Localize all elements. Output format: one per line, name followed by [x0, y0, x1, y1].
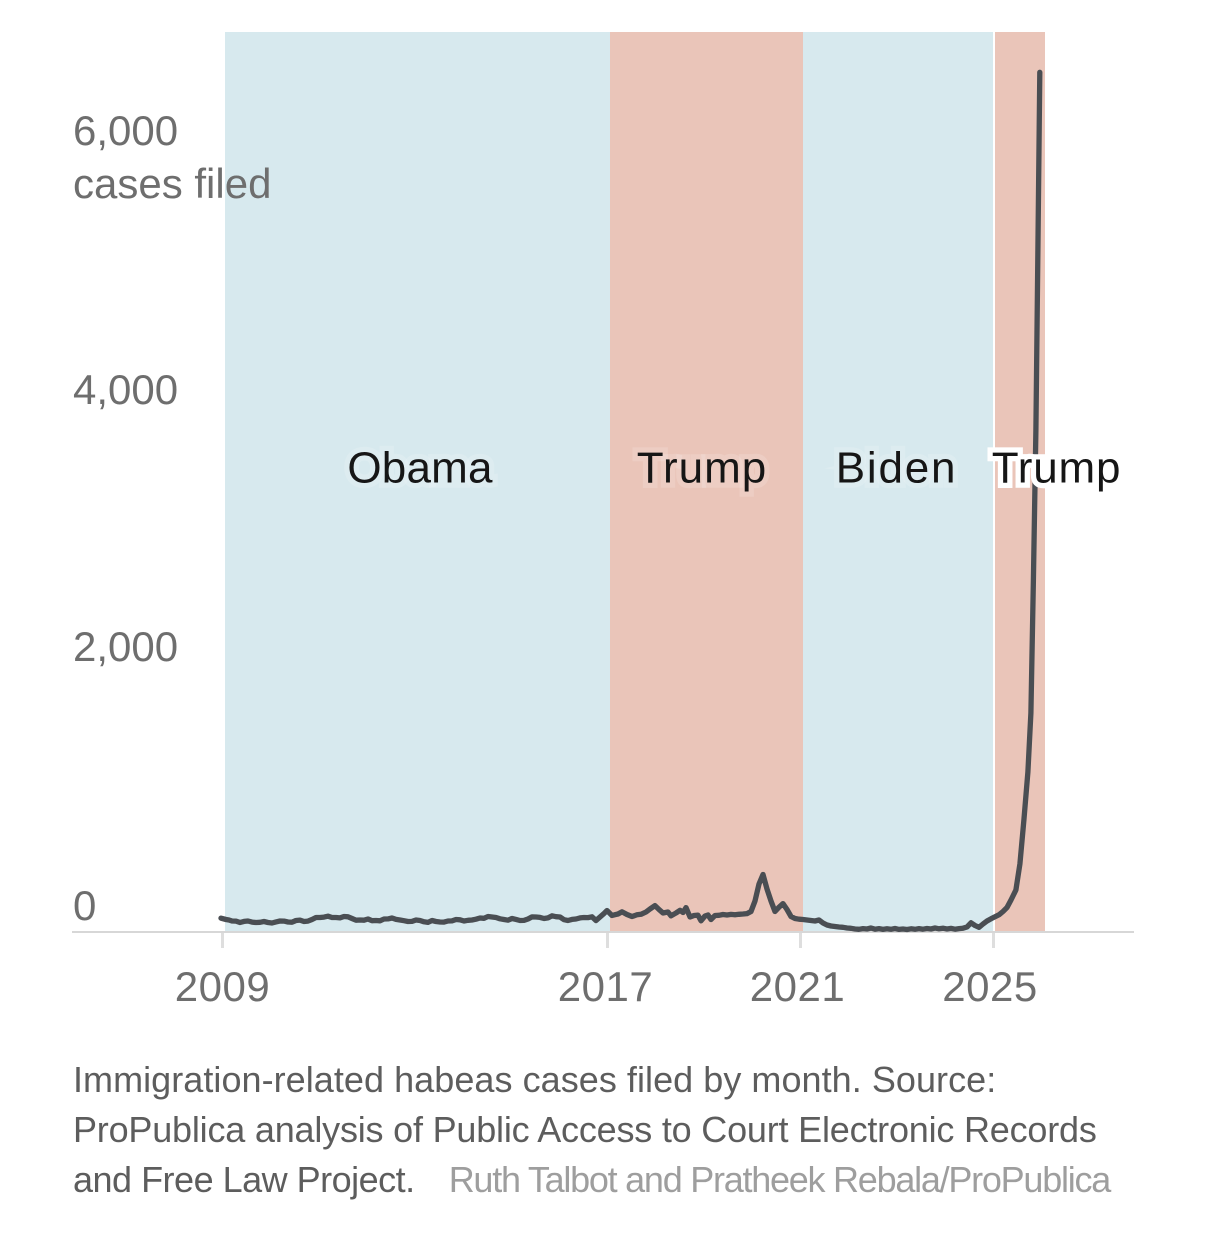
svg-text:Trump: Trump — [992, 444, 1122, 493]
svg-text:Obama: Obama — [347, 444, 493, 493]
svg-text:Biden: Biden — [836, 444, 958, 493]
svg-text:Trump: Trump — [637, 444, 768, 493]
